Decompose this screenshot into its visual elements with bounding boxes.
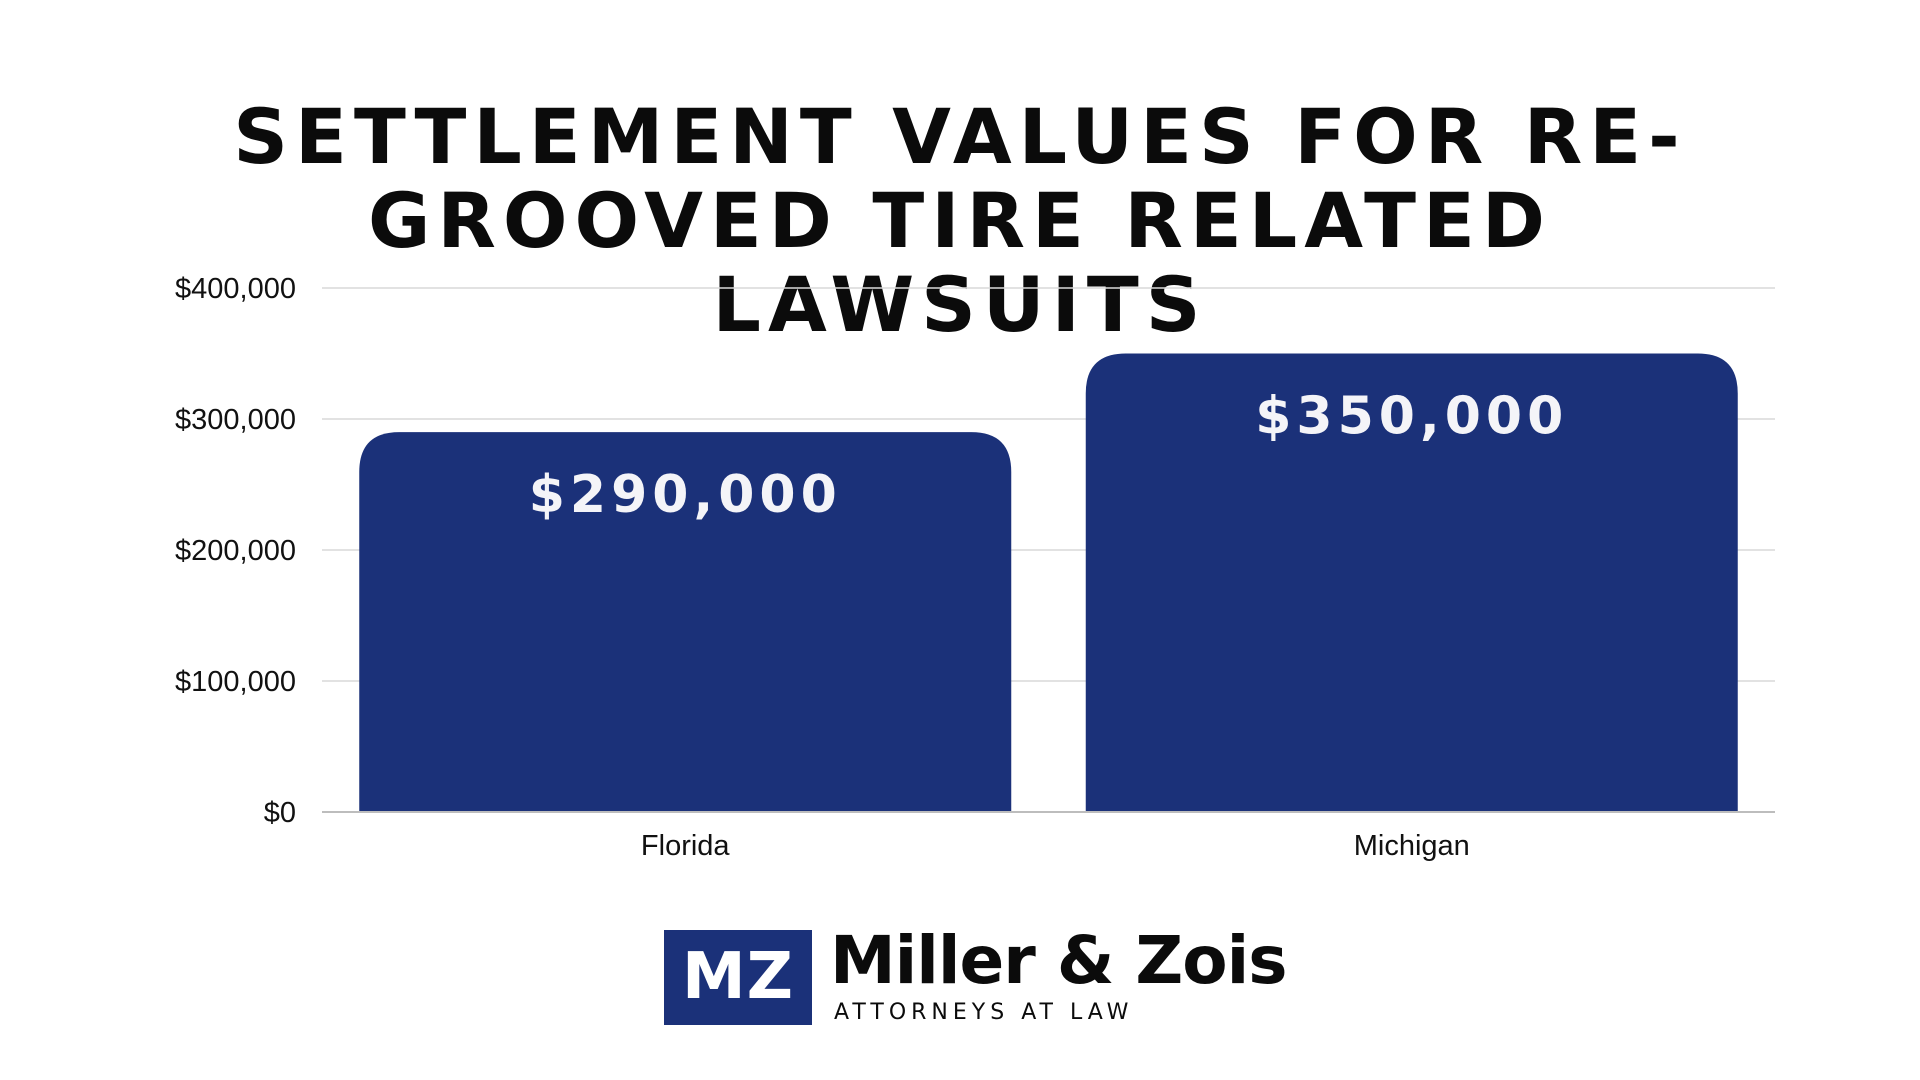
y-tick-label: $200,000 — [175, 535, 296, 567]
bar-michigan — [1085, 353, 1738, 812]
firm-logo: MZ Miller & Zois ATTORNEYS AT LAW — [664, 922, 1287, 1030]
y-tick-label: $0 — [264, 797, 296, 829]
y-tick-label: $100,000 — [175, 666, 296, 698]
logo-tagline: ATTORNEYS AT LAW — [834, 1000, 1134, 1025]
data-label-michigan: $350,000 — [1255, 387, 1568, 447]
x-axis-categories: Florida Michigan — [641, 830, 1470, 862]
y-tick-label: $300,000 — [175, 404, 296, 436]
x-category-label: Michigan — [1354, 830, 1470, 862]
chart-title: SETTLEMENT VALUES FOR RE- GROOVED TIRE R… — [160, 95, 1760, 347]
y-axis-ticks: $0 $100,000 $200,000 $300,000 $400,000 — [175, 273, 296, 829]
bars — [359, 353, 1738, 812]
x-category-label: Florida — [641, 830, 731, 862]
chart-title-line-2: GROOVED TIRE RELATED LAWSUITS — [368, 176, 1552, 349]
chart-title-line-1: SETTLEMENT VALUES FOR RE- — [233, 92, 1687, 181]
data-labels: $290,000 $350,000 — [529, 387, 1568, 526]
logo-monogram: MZ — [664, 930, 812, 1025]
data-label-florida: $290,000 — [529, 465, 842, 525]
logo-firm-name: Miller & Zois — [830, 922, 1287, 999]
y-tick-label: $400,000 — [175, 273, 296, 305]
bar-florida — [359, 432, 1012, 812]
